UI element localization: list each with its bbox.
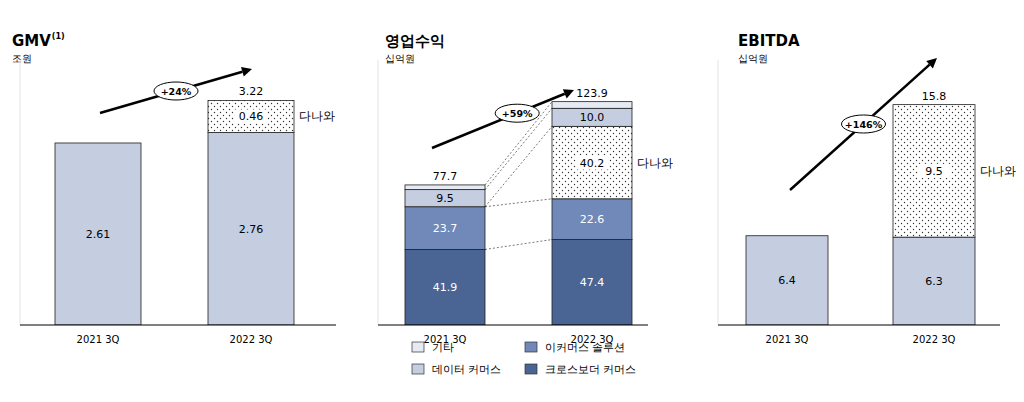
- bars: [55, 100, 294, 325]
- label-bg: [576, 156, 608, 170]
- bar-segment: [405, 185, 485, 190]
- growth-annotation: +59%: [502, 108, 533, 119]
- bar-segment: [552, 199, 632, 240]
- connector: [485, 126, 552, 206]
- page: {"chart_data": [ {"type": "bar", "title"…: [0, 0, 1024, 402]
- x-tick-label: 2022 3Q: [230, 334, 273, 345]
- label-bg: [235, 109, 267, 123]
- bar-segment: [208, 133, 294, 325]
- chart-panel: GMV(1) 조원 2.61 2021 3Q 2.76 0.46 다나와 3.22 2022 3…: [12, 32, 336, 345]
- title-superscript: (1): [52, 32, 65, 41]
- arrow-head: [241, 67, 252, 77]
- legend-swatch: [412, 364, 424, 374]
- data-label: 2.76: [239, 223, 264, 236]
- labels: 2.61 2021 3Q 2.76 0.46 다나와 3.22 2022 3Q: [77, 85, 335, 345]
- series-side-label: 다나와: [299, 109, 335, 123]
- labels: 41.923.79.577.72021 3Q47.422.640.2다나와10.…: [424, 87, 673, 345]
- x-tick-label: 2022 3Q: [913, 334, 956, 345]
- bar-segment: [552, 108, 632, 126]
- data-label: 47.4: [580, 276, 605, 289]
- data-label: 2.61: [86, 228, 111, 241]
- bar-segment: [55, 143, 141, 325]
- data-label: 23.7: [433, 222, 458, 235]
- bar-segment: [552, 126, 632, 198]
- bar-segment: [552, 102, 632, 109]
- data-label: 41.9: [433, 281, 458, 294]
- series-side-label: 다나와: [637, 156, 673, 170]
- data-label: 6.3: [925, 275, 943, 288]
- unit-subtitle: 조원: [12, 53, 32, 64]
- bars: [405, 102, 632, 325]
- connector: [485, 240, 552, 250]
- legend-swatch: [525, 342, 537, 352]
- x-axis-line: [718, 325, 1000, 326]
- data-label: 0.46: [239, 110, 264, 123]
- growth-arrow: [100, 72, 242, 113]
- bars: [746, 105, 975, 325]
- legend-swatch: [412, 342, 424, 352]
- bar-segment: [893, 237, 975, 325]
- connector: [485, 102, 552, 185]
- annotation-bubble: [154, 82, 198, 100]
- connector: [485, 199, 552, 207]
- arrow-head: [926, 58, 937, 68]
- legend: 기타데이터 커머스 이커머스 솔루션크로스보더 커머스: [412, 341, 637, 376]
- chart-panel: 영업수익십억원41.923.79.577.72021 3Q47.422.640.…: [378, 32, 673, 376]
- data-label: 22.6: [580, 213, 605, 226]
- data-label: 9.5: [925, 165, 943, 178]
- label-bg: [918, 164, 950, 178]
- series-side-label: 다나와: [980, 164, 1016, 178]
- y-axis-line: [20, 60, 21, 325]
- legend-label: 크로스보더 커머스: [545, 363, 637, 376]
- data-label: 40.2: [580, 157, 605, 170]
- total-label: 123.9: [576, 87, 608, 100]
- data-label: 10.0: [580, 111, 605, 124]
- growth-annotation: +24%: [161, 86, 192, 97]
- growth-annotation: +146%: [845, 119, 883, 130]
- bar-segment: [552, 240, 632, 325]
- y-axis-line: [718, 60, 719, 325]
- x-tick-label: 2021 3Q: [766, 334, 809, 345]
- total-label: 3.22: [239, 85, 264, 98]
- chart-title: GMV: [12, 32, 51, 50]
- unit-subtitle: 십억원: [385, 53, 415, 64]
- total-label: 15.8: [922, 90, 947, 103]
- legend-label: 기타: [432, 341, 454, 354]
- bar-segment: [893, 105, 975, 238]
- figure: GMV(1) 조원 2.61 2021 3Q 2.76 0.46 다나와 3.22 2022 3…: [0, 0, 1024, 402]
- legend-label: 이커머스 솔루션: [545, 341, 626, 354]
- bar-segment: [405, 207, 485, 250]
- bar-segment: [405, 249, 485, 325]
- bar-segment: [405, 190, 485, 207]
- unit-subtitle: 십억원: [738, 53, 768, 64]
- legend-label: 데이터 커머스: [432, 363, 502, 376]
- x-axis-line: [378, 325, 648, 326]
- growth-arrow: [432, 94, 565, 148]
- labels: 6.4 2021 3Q 6.3 9.5 다나와 15.8 2022 3Q: [766, 90, 1016, 345]
- data-label: 9.5: [436, 192, 454, 205]
- y-axis-line: [378, 60, 379, 325]
- chart-panel: EBITDA 십억원 6.4 2021 3Q 6.3 9.5 다나와 15.8 2022 3Q +…: [718, 32, 1016, 345]
- total-label: 77.7: [433, 170, 458, 183]
- x-tick-label: 2021 3Q: [77, 334, 120, 345]
- data-label: 6.4: [778, 274, 796, 287]
- annotation-bubble: [842, 115, 886, 133]
- chart-title: EBITDA: [738, 32, 800, 50]
- annotation-bubble: [495, 104, 539, 122]
- x-axis-line: [20, 325, 336, 326]
- bar-segment: [746, 236, 828, 325]
- bar-segment: [208, 100, 294, 132]
- legend-swatch: [525, 364, 537, 374]
- chart-title: 영업수익: [385, 32, 445, 50]
- growth-arrow: [790, 65, 930, 190]
- arrow-head: [563, 89, 574, 98]
